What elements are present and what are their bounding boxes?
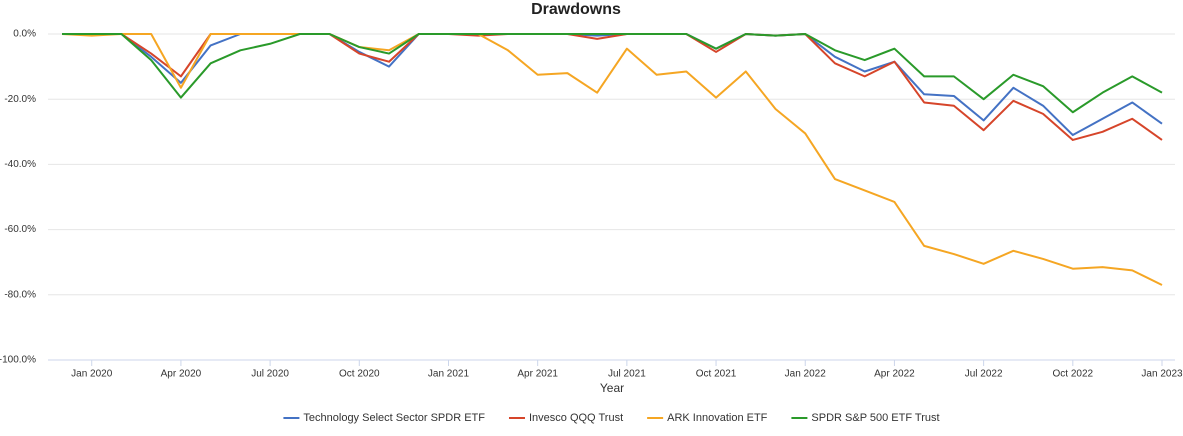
y-tick-label: 0.0% — [13, 29, 36, 40]
x-tick-label: Jan 2020 — [71, 369, 113, 380]
series-line — [62, 33, 1163, 137]
x-axis-title: Year — [600, 381, 624, 395]
y-tick-label: -20.0% — [4, 94, 36, 105]
legend-label: SPDR S&P 500 ETF Trust — [811, 412, 939, 424]
x-tick-label: Apr 2022 — [874, 369, 915, 380]
x-tick-label: Jul 2021 — [608, 369, 646, 380]
series-line — [62, 33, 1163, 114]
x-tick-label: Jan 2021 — [428, 369, 470, 380]
y-tick-label: -40.0% — [4, 159, 36, 170]
x-tick-label: Oct 2020 — [339, 369, 380, 380]
legend-label: Invesco QQQ Trust — [529, 412, 623, 424]
legend-label: ARK Innovation ETF — [667, 412, 768, 424]
x-tick-label: Apr 2021 — [517, 369, 558, 380]
legend-label: Technology Select Sector SPDR ETF — [303, 412, 485, 424]
series-line — [61, 33, 1163, 286]
x-tick-label: Oct 2021 — [696, 369, 737, 380]
x-tick-label: Jul 2022 — [965, 369, 1003, 380]
y-tick-label: -80.0% — [4, 289, 36, 300]
x-tick-label: Jan 2022 — [785, 369, 827, 380]
x-tick-label: Oct 2022 — [1053, 369, 1094, 380]
y-tick-label: -100.0% — [0, 355, 36, 366]
x-tick-label: Jan 2023 — [1141, 369, 1183, 380]
chart-title: Drawdowns — [531, 1, 621, 18]
x-tick-label: Jul 2020 — [251, 369, 289, 380]
x-tick-label: Apr 2020 — [161, 369, 202, 380]
y-tick-label: -60.0% — [4, 224, 36, 235]
